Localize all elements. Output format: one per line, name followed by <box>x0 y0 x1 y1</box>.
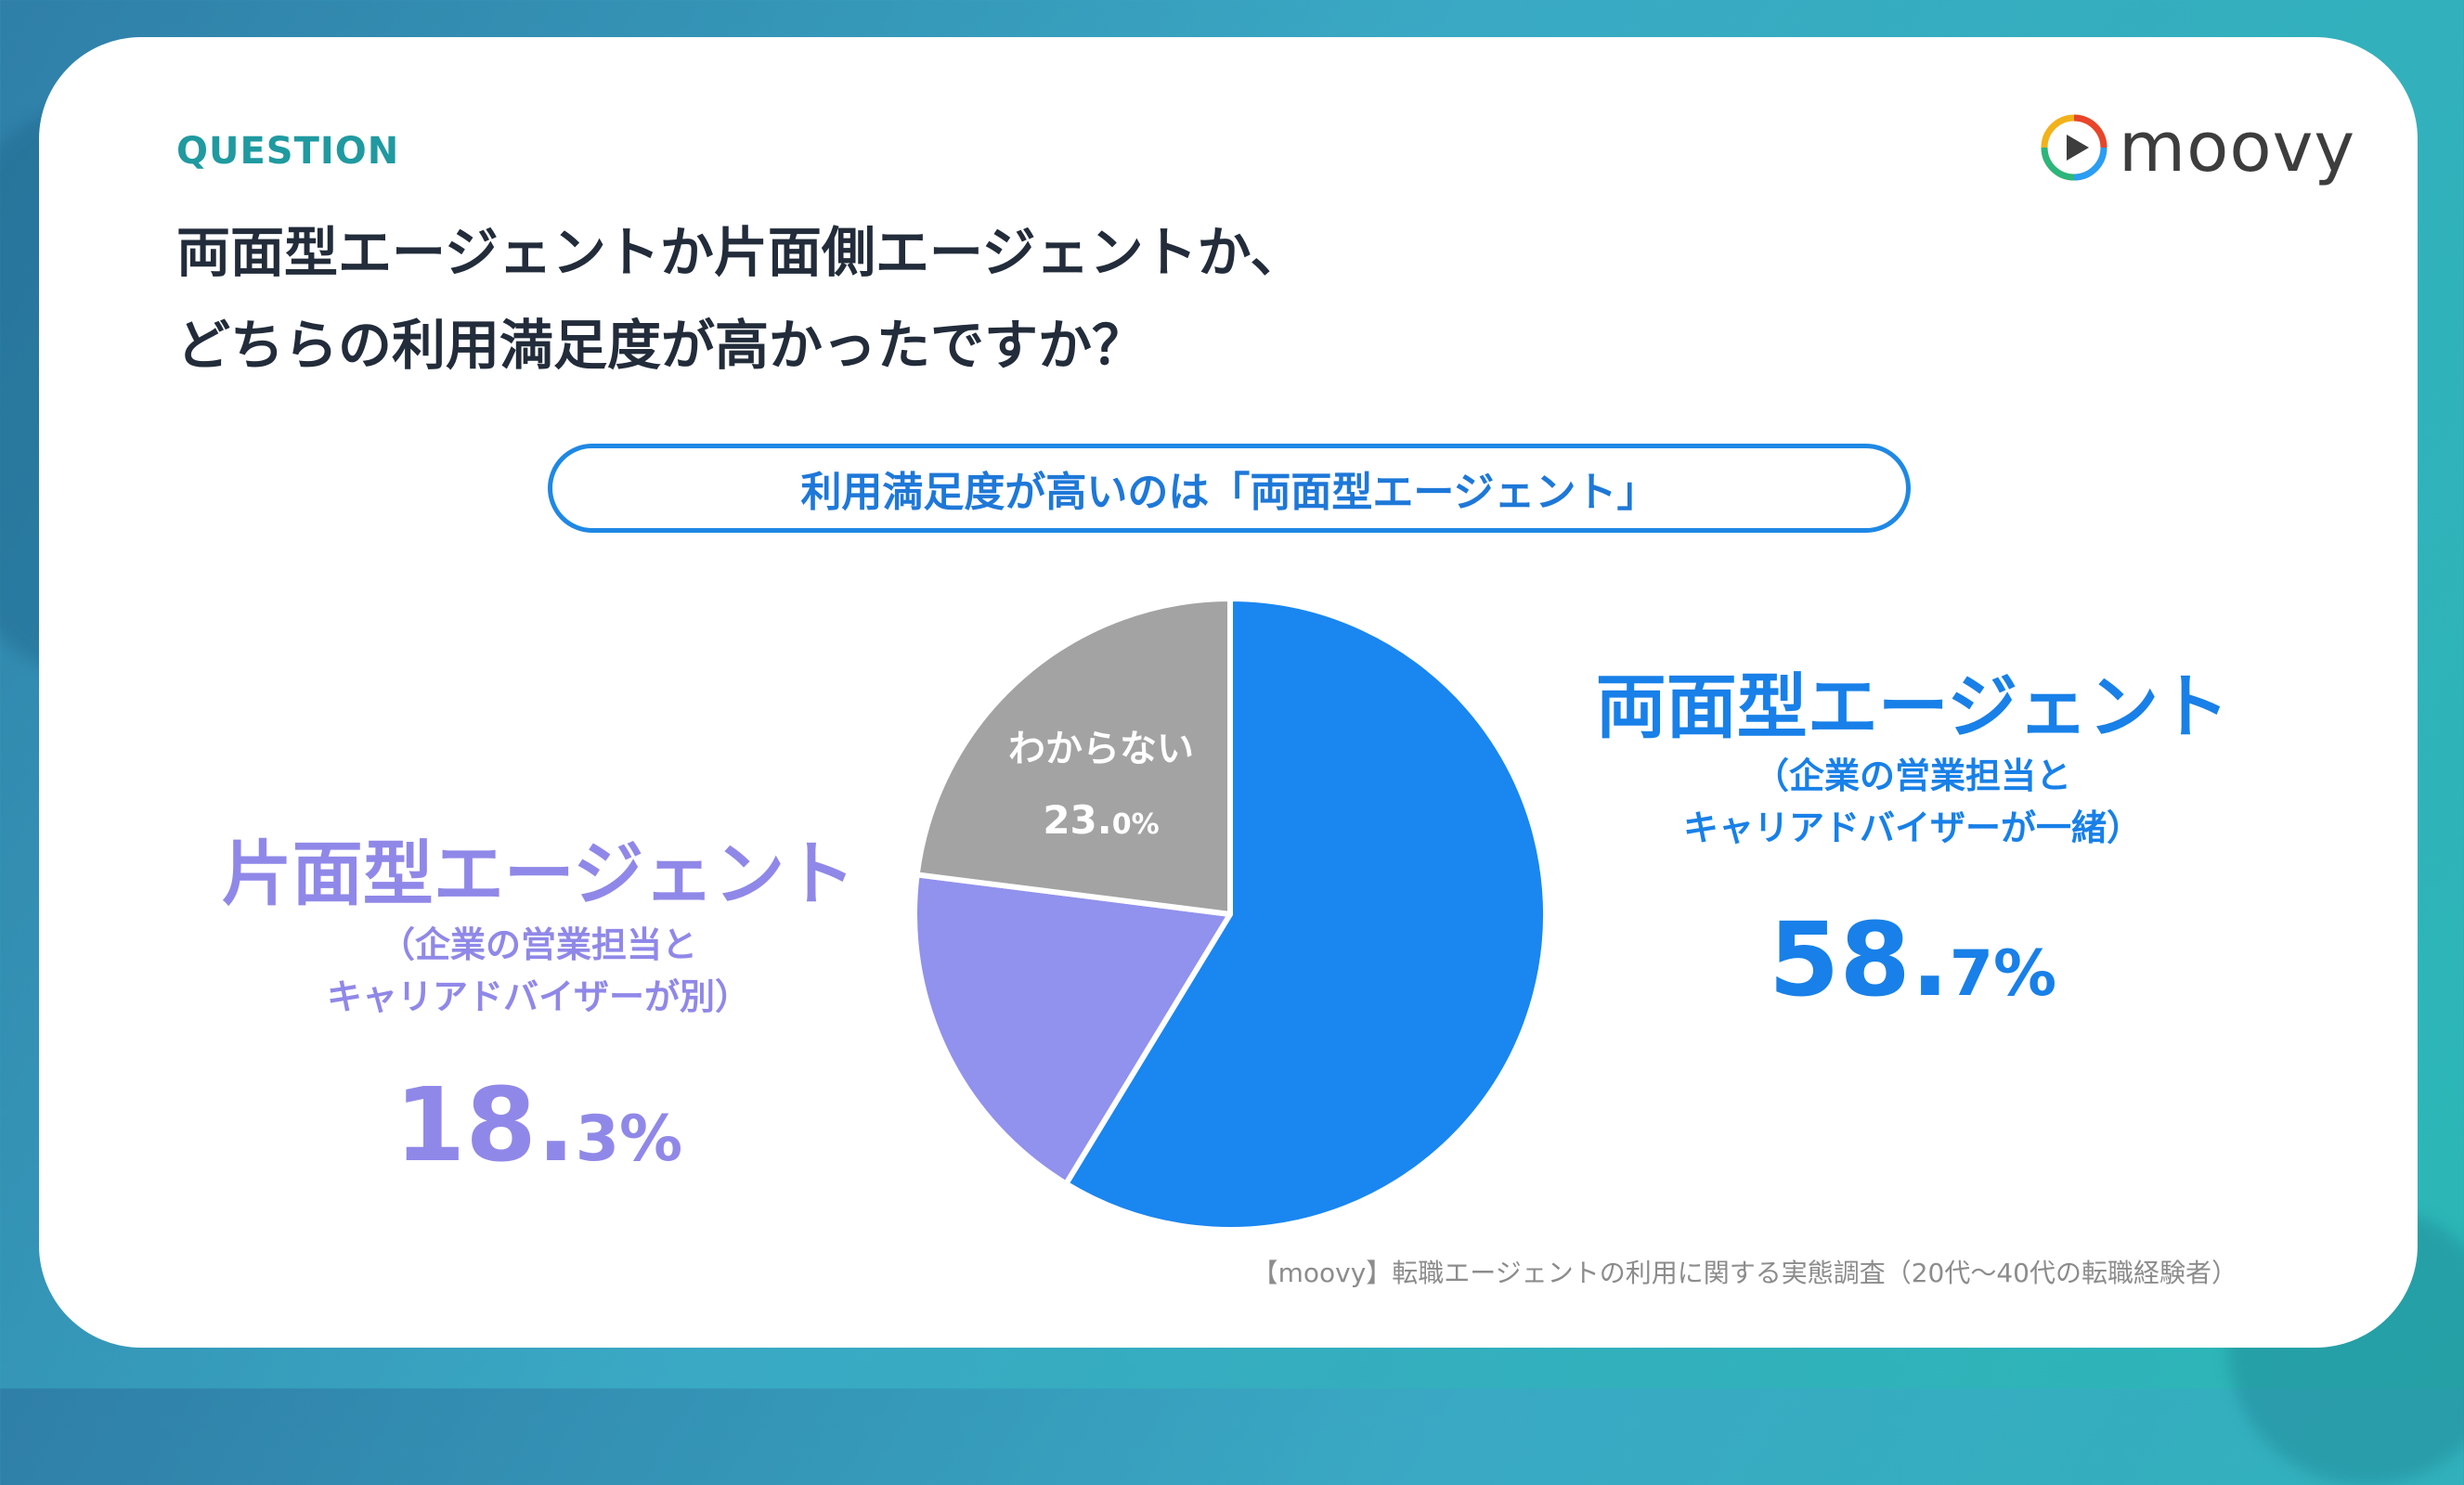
value-integer: 18. <box>394 1065 576 1184</box>
moovy-logo: moovy <box>2039 106 2355 189</box>
double-sided-agent-description: （企業の営業担当と キャリアドバイザーが一緒） <box>1634 750 2191 854</box>
double-sided-agent-value: 58.7% <box>1727 900 2098 1019</box>
value-integer: 23. <box>1043 797 1111 843</box>
percent-sign: % <box>619 1103 683 1176</box>
single-sided-agent-value: 18.3% <box>353 1065 724 1184</box>
description-line: キャリアドバイザーが別） <box>326 976 750 1017</box>
single-sided-agent-description: （企業の営業担当と キャリアドバイザーが別） <box>260 919 817 1023</box>
slice-double-sided-agent <box>1063 596 1549 1233</box>
description-line: （企業の営業担当と <box>1753 755 2071 796</box>
value-decimal: 3 <box>575 1103 620 1176</box>
slice-value-unknown: 23.0% <box>1043 797 1159 843</box>
pie-chart: わからない 23.0% <box>912 596 1549 1233</box>
description-line: キャリアドバイザーが一緒） <box>1682 807 2142 848</box>
question-label: QUESTION <box>176 130 400 173</box>
source-note: 【moovy】転職エージェントの利用に関する実態調査（20代〜40代の転職経験者… <box>1251 1258 2237 1288</box>
percent-sign: % <box>1993 937 2057 1011</box>
summary-banner: 利用満足度が高いのは「両面型エージェント」 <box>548 444 1911 533</box>
slice-single-sided-agent <box>912 872 1233 1187</box>
title-line-1: 両面型エージェントか片面側エージェントか、 <box>176 221 1304 284</box>
slice-label-unknown: わからない <box>1008 728 1194 770</box>
description-line: （企業の営業担当と <box>379 924 697 965</box>
double-sided-agent-label: 両面型エージェント <box>1595 665 2230 748</box>
value-integer: 58. <box>1768 900 1950 1019</box>
logo-text: moovy <box>2119 108 2356 187</box>
page-title: 両面型エージェントか片面側エージェントか、 どちらの利用満足度が高かったですか？ <box>176 206 1755 392</box>
slice-unknown <box>914 596 1233 917</box>
single-sided-agent-label: 片面型エージェント <box>221 833 856 915</box>
title-line-2: どちらの利用満足度が高かったですか？ <box>176 314 1147 377</box>
value-decimal: 7 <box>1949 937 1994 1011</box>
play-logo-icon <box>2041 114 2107 181</box>
value-decimal: 0% <box>1112 808 1160 841</box>
